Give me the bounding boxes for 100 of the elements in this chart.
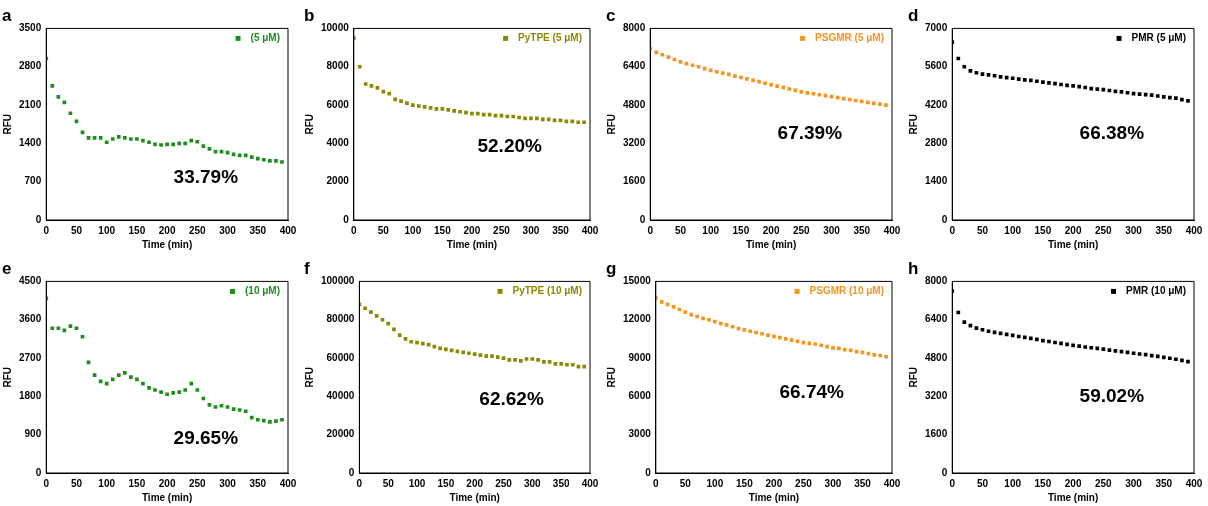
chart-title: g	[606, 258, 617, 278]
y-tick-label: 1800	[19, 390, 42, 402]
annotation: 62.62%	[479, 388, 544, 410]
y-axis-title: RFU	[605, 366, 617, 388]
x-tick-label: 400	[279, 477, 297, 489]
y-tick-label: 1600	[925, 428, 948, 440]
x-tick-label: 200	[463, 224, 481, 236]
x-tick-label: 300	[1125, 224, 1143, 236]
y-axis-title: RFU	[907, 366, 919, 388]
x-tick-label: 100	[706, 477, 724, 489]
y-tick-label: 0	[941, 466, 948, 478]
chart-title: a	[2, 5, 12, 25]
x-tick-label: 350	[249, 477, 267, 489]
x-tick-label: 200	[1064, 224, 1082, 236]
y-tick-label: 8000	[326, 60, 350, 72]
x-tick-label: 0	[653, 477, 660, 489]
annotation: 67.39%	[777, 122, 843, 144]
x-tick-label: 0	[43, 224, 50, 236]
y-axis-title: RFU	[605, 113, 617, 135]
y-tick-label: 40000	[326, 390, 355, 402]
x-tick-label: 250	[795, 477, 813, 489]
y-tick-label: 80000	[326, 313, 355, 325]
x-tick-label: 50	[976, 224, 989, 236]
y-tick-label: 6400	[623, 60, 646, 72]
y-tick-label: 700	[24, 175, 42, 187]
x-tick-label: 150	[1034, 224, 1052, 236]
x-tick-label: 350	[853, 224, 871, 236]
y-tick-label: 4800	[925, 351, 948, 363]
annotation: 29.65%	[173, 426, 239, 448]
y-axis-title: RFU	[303, 366, 315, 388]
x-tick-label: 350	[552, 477, 570, 489]
legend-label: PSGMR (5 μM)	[815, 32, 885, 44]
chart-title: h	[908, 258, 919, 278]
y-tick-label: 8000	[623, 22, 646, 34]
chart-title: c	[606, 5, 616, 25]
x-tick-label: 350	[1155, 224, 1173, 236]
y-tick-label: 2100	[19, 98, 42, 110]
y-tick-label: 0	[35, 466, 42, 478]
annotation: 33.79%	[173, 166, 239, 188]
y-tick-label: 0	[35, 213, 42, 225]
y-tick-label: 4000	[326, 137, 350, 149]
x-axis-title: Time (min)	[141, 491, 193, 503]
y-axis-title: RFU	[1, 366, 13, 388]
y-tick-label: 1600	[623, 175, 646, 187]
x-tick-label: 100	[702, 224, 720, 236]
y-tick-label: 3500	[19, 22, 42, 34]
y-tick-label: 60000	[326, 351, 355, 363]
x-tick-label: 100	[98, 224, 116, 236]
x-tick-label: 350	[1155, 477, 1173, 489]
x-axis-title: Time (min)	[745, 238, 797, 250]
x-tick-label: 350	[249, 224, 267, 236]
annotation: 52.20%	[477, 135, 543, 157]
x-tick-label: 0	[949, 477, 956, 489]
x-tick-label: 300	[1125, 477, 1143, 489]
x-tick-label: 0	[43, 477, 50, 489]
y-tick-label: 1400	[925, 175, 948, 187]
y-tick-label: 6400	[925, 313, 948, 325]
x-tick-label: 100	[408, 477, 426, 489]
x-tick-label: 250	[189, 224, 207, 236]
y-tick-label: 0	[639, 213, 646, 225]
x-tick-label: 100	[1004, 477, 1022, 489]
legend-label: PSGMR (10 μM)	[809, 285, 885, 297]
x-tick-label: 50	[70, 477, 83, 489]
y-tick-label: 15000	[623, 275, 652, 287]
y-tick-label: 100000	[320, 275, 355, 287]
x-tick-label: 400	[883, 477, 901, 489]
y-tick-label: 10000	[321, 22, 350, 34]
x-tick-label: 50	[382, 477, 395, 489]
y-tick-label: 0	[941, 213, 948, 225]
y-tick-label: 4500	[19, 275, 42, 287]
x-tick-label: 400	[581, 477, 599, 489]
x-axis-title: Time (min)	[141, 238, 193, 250]
x-tick-label: 300	[823, 224, 841, 236]
x-tick-label: 50	[976, 477, 989, 489]
x-axis-title: Time (min)	[449, 491, 500, 503]
annotation: 66.38%	[1079, 122, 1145, 144]
y-tick-label: 4200	[925, 98, 948, 110]
y-tick-label: 0	[343, 213, 350, 225]
y-tick-label: 0	[348, 466, 355, 478]
y-tick-label: 4800	[623, 98, 646, 110]
x-tick-label: 150	[1034, 477, 1052, 489]
legend-label: (10 μM)	[244, 285, 281, 297]
x-tick-label: 150	[128, 477, 146, 489]
x-tick-label: 250	[1095, 224, 1113, 236]
y-tick-label: 2700	[19, 351, 42, 363]
legend-label: PMR (5 μM)	[1131, 32, 1186, 44]
x-tick-label: 100	[98, 477, 116, 489]
x-axis-title: Time (min)	[446, 238, 498, 250]
chart-title: d	[908, 5, 919, 25]
x-tick-label: 50	[679, 477, 692, 489]
y-tick-label: 8000	[925, 275, 948, 287]
y-axis-title: RFU	[1, 113, 13, 135]
y-tick-label: 3200	[925, 390, 948, 402]
x-tick-label: 300	[522, 224, 540, 236]
y-tick-label: 7000	[925, 22, 948, 34]
chart-title: f	[304, 258, 310, 278]
y-tick-label: 3600	[19, 313, 42, 325]
x-tick-label: 200	[765, 477, 783, 489]
x-axis-title: Time (min)	[1047, 491, 1099, 503]
x-tick-label: 300	[219, 224, 237, 236]
